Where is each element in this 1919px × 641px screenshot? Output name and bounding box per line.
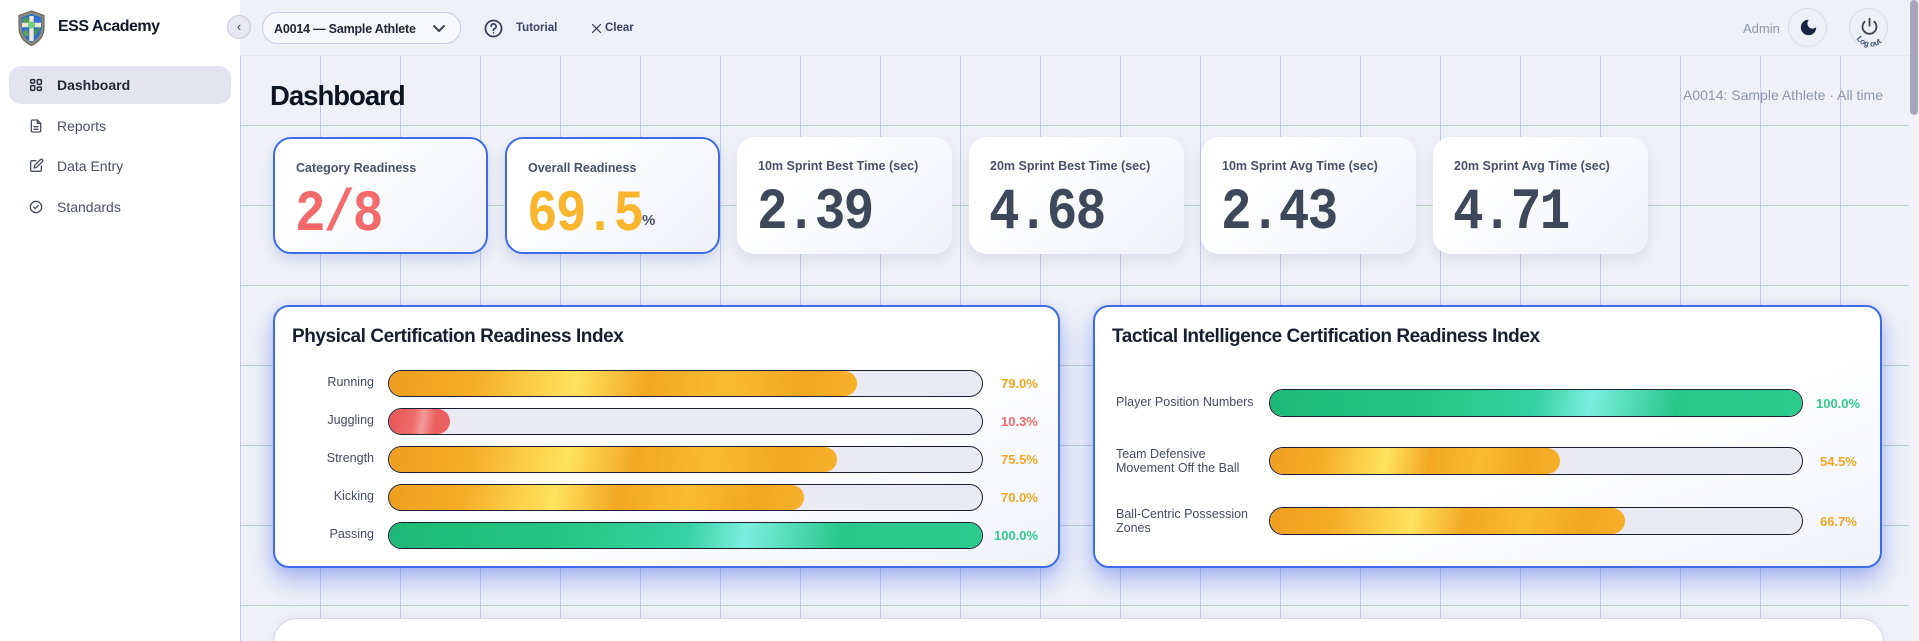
svg-text:Log out: Log out	[1855, 35, 1884, 49]
